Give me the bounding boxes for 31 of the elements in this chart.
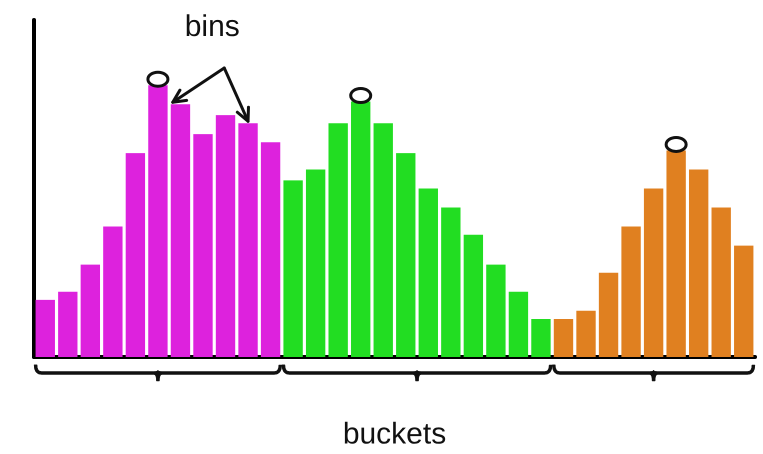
bar (621, 226, 641, 357)
bar (418, 188, 438, 357)
bar (170, 104, 190, 357)
bar (464, 234, 484, 357)
bar (328, 123, 348, 357)
bar (688, 169, 708, 357)
bar (58, 292, 78, 357)
bar (238, 123, 258, 357)
bar (126, 153, 146, 357)
bar (441, 208, 461, 357)
bar (216, 115, 236, 357)
bar (554, 318, 574, 357)
bar (531, 318, 551, 357)
bar (576, 310, 596, 357)
bar (260, 142, 280, 357)
bar (486, 264, 506, 357)
bar (734, 246, 754, 357)
text: bins (184, 10, 240, 44)
bar (193, 134, 213, 357)
bar (644, 188, 664, 357)
bar (712, 208, 731, 357)
bar (283, 180, 303, 357)
bar (508, 292, 528, 357)
bar (103, 226, 123, 357)
bar (598, 272, 618, 357)
bar (80, 264, 100, 357)
bar (374, 123, 393, 357)
bar (36, 300, 55, 357)
bar (306, 169, 326, 357)
x-axis-title: buckets (342, 418, 446, 450)
bar (396, 153, 416, 357)
